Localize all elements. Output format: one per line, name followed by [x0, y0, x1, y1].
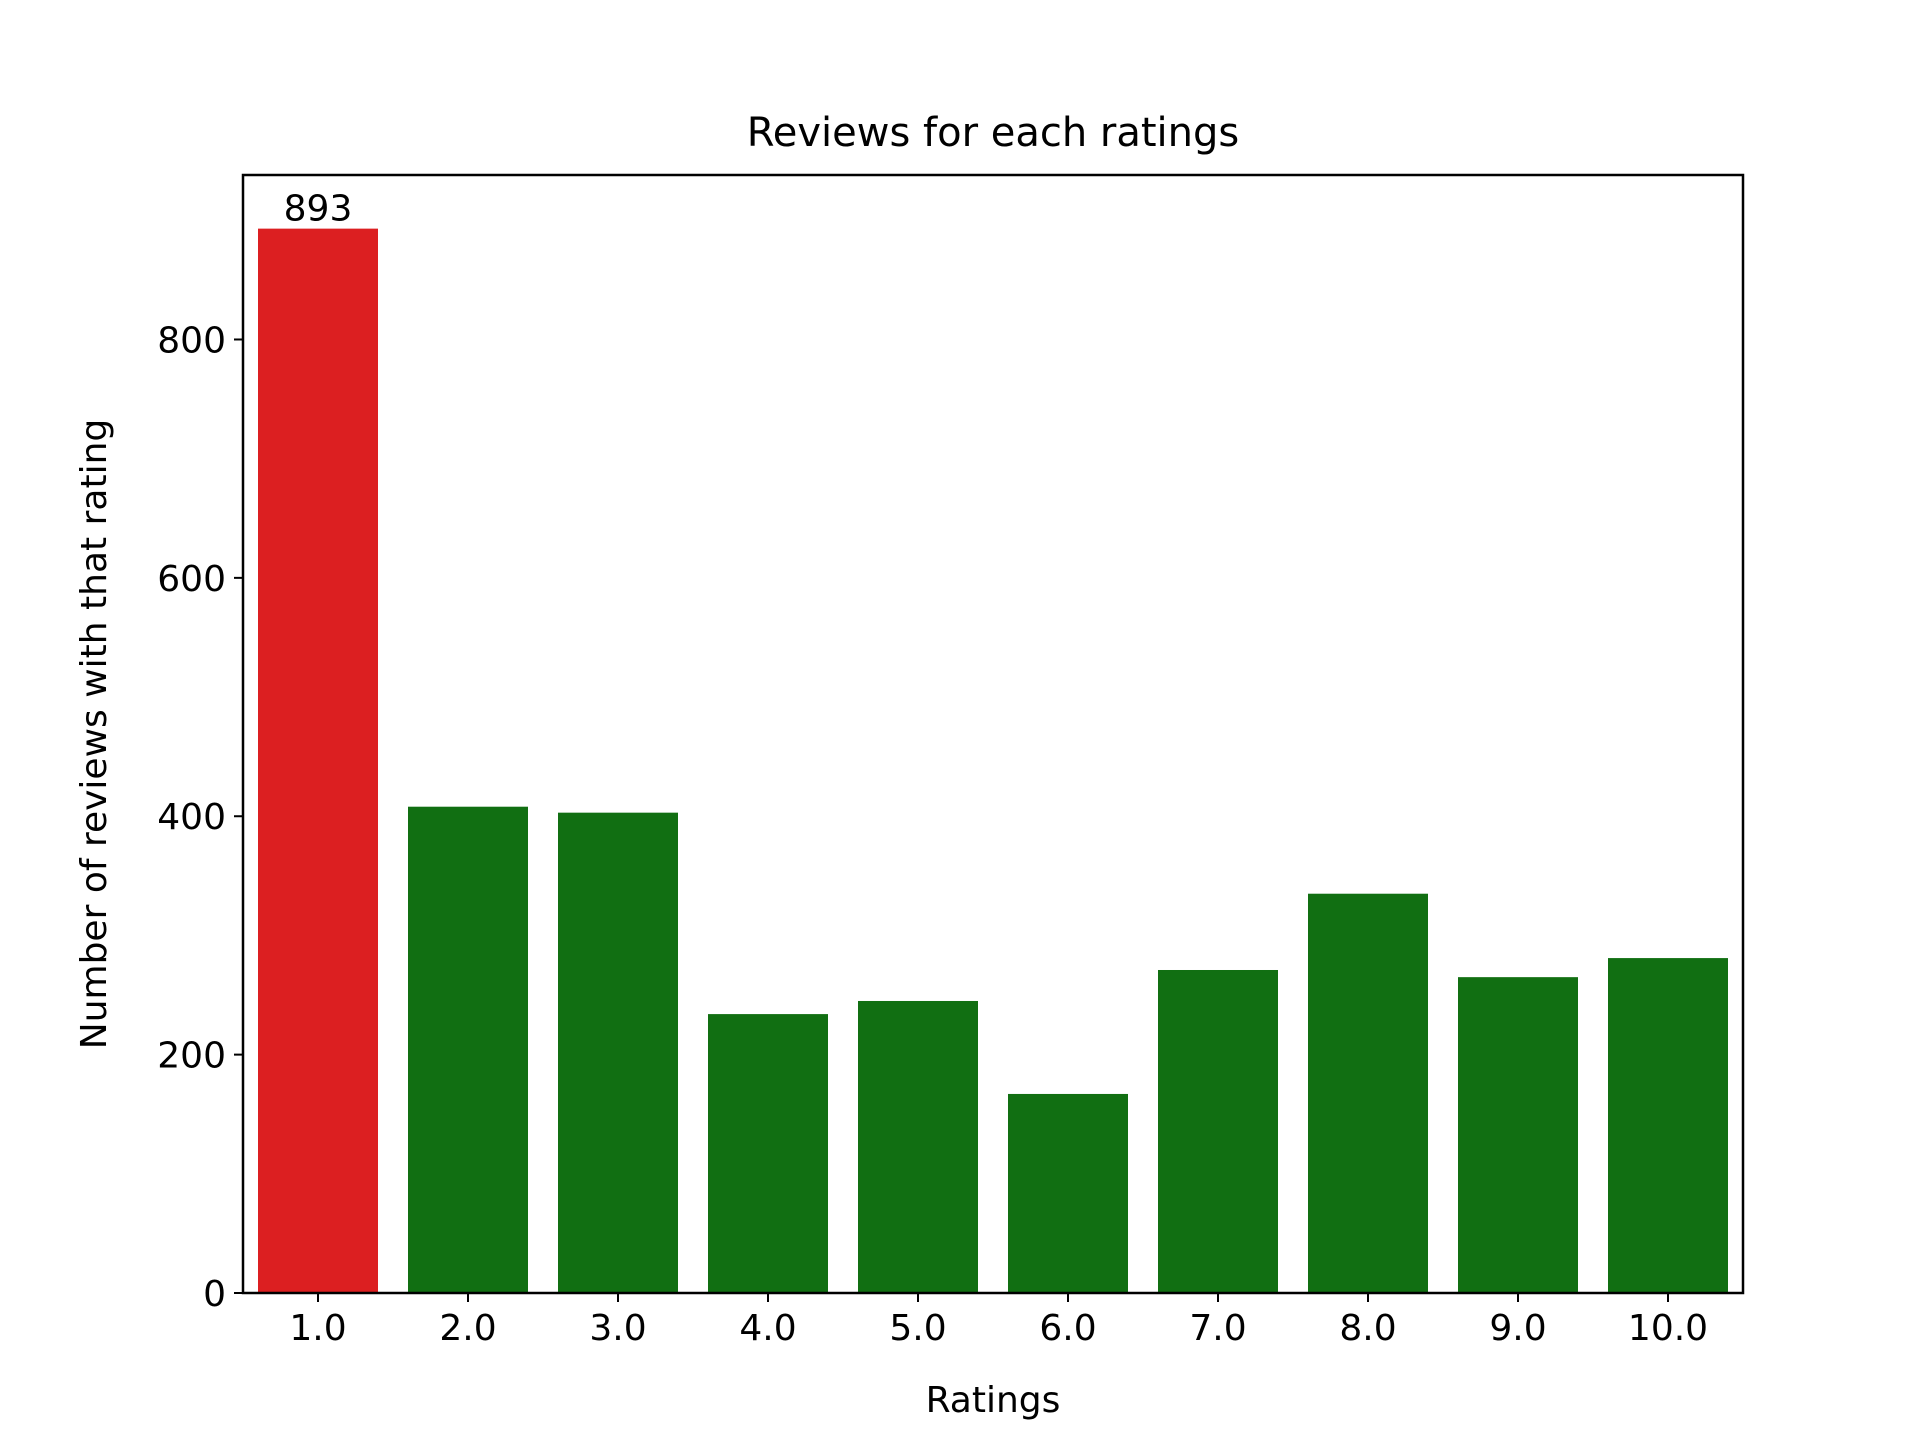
bar-3.0 — [558, 812, 678, 1293]
x-axis: 1.0 2.0 3.0 4.0 5.0 6.0 7.0 8.0 9.0 10.0 — [289, 1293, 1708, 1349]
x-tick-label: 6.0 — [1039, 1308, 1096, 1349]
bar-2.0 — [408, 806, 528, 1293]
y-tick-label: 0 — [203, 1274, 226, 1315]
bars-group — [258, 228, 1728, 1294]
x-tick-label: 7.0 — [1189, 1308, 1246, 1349]
x-tick-label: 3.0 — [589, 1308, 646, 1349]
x-tick-label: 5.0 — [889, 1308, 946, 1349]
x-tick-label: 2.0 — [439, 1308, 496, 1349]
bar-5.0 — [858, 1000, 978, 1293]
chart-title: Reviews for each ratings — [747, 110, 1240, 156]
plot-frame — [241, 173, 1745, 1295]
y-axis: 0 200 400 600 800 — [157, 320, 243, 1315]
y-axis-label: Number of reviews with that rating — [74, 419, 115, 1049]
y-tick-label: 400 — [157, 797, 226, 838]
bar-1.0 — [258, 228, 378, 1294]
x-tick-label: 10.0 — [1628, 1308, 1708, 1349]
bar-10.0 — [1608, 958, 1728, 1293]
y-tick-label: 600 — [157, 559, 226, 600]
x-tick-label: 9.0 — [1489, 1308, 1546, 1349]
x-tick-label: 8.0 — [1339, 1308, 1396, 1349]
bar-7.0 — [1158, 969, 1278, 1293]
x-tick-label: 1.0 — [289, 1308, 346, 1349]
bar-8.0 — [1308, 893, 1428, 1293]
bar-9.0 — [1458, 977, 1578, 1293]
x-axis-label: Ratings — [926, 1380, 1061, 1421]
y-tick-label: 200 — [157, 1036, 226, 1077]
y-tick-label: 800 — [157, 320, 226, 361]
bar-6.0 — [1008, 1093, 1128, 1293]
x-tick-label: 4.0 — [739, 1308, 796, 1349]
data-labels-group: 893 — [284, 189, 353, 230]
data-label: 893 — [284, 189, 353, 230]
bar-4.0 — [708, 1014, 828, 1293]
